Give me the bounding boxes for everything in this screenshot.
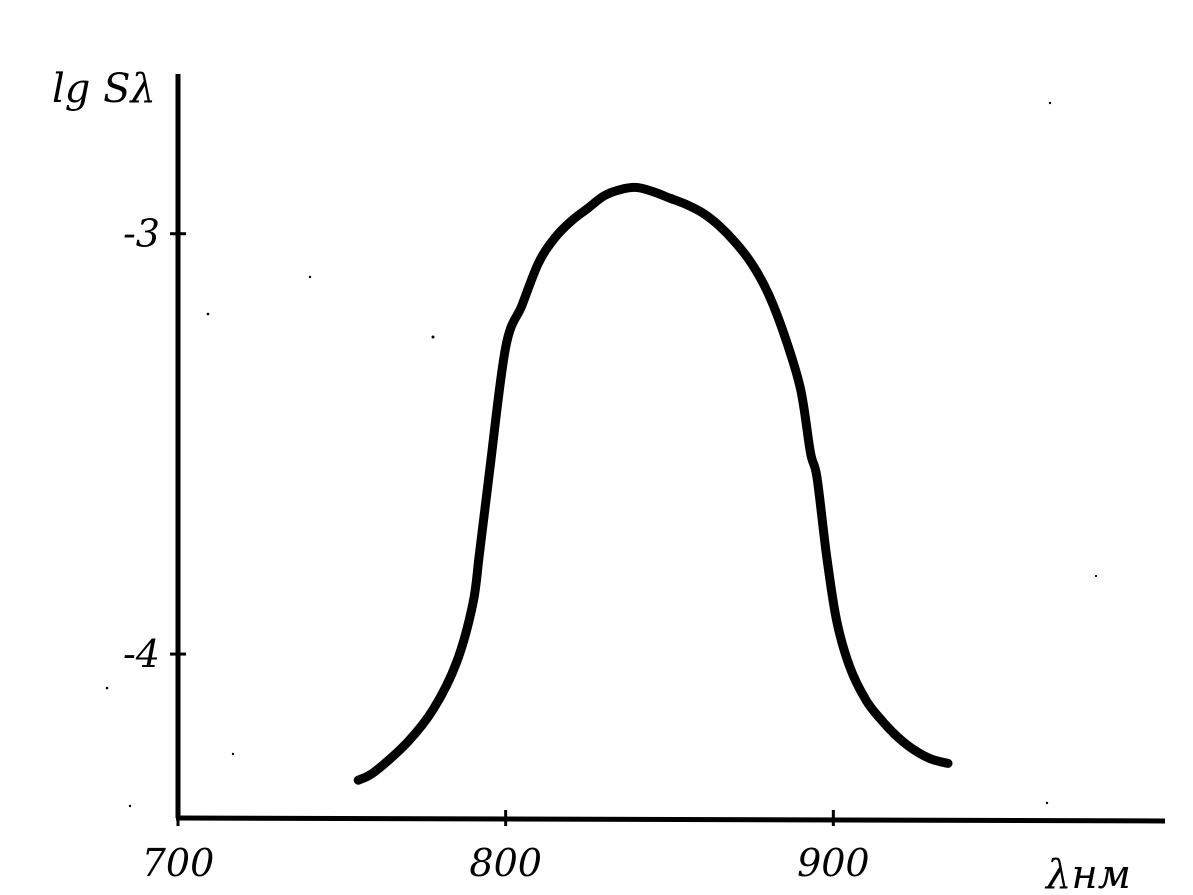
x-tick-label: 700 xyxy=(142,841,215,885)
x-tick-label: 900 xyxy=(797,841,870,885)
x-axis-line xyxy=(175,815,1166,824)
x-axis-ticks: 700 800 900 xyxy=(142,810,870,885)
y-tick-label: -3 xyxy=(123,212,160,256)
series-line xyxy=(353,182,953,785)
x-tick-label: 800 xyxy=(469,841,542,885)
scan-specks xyxy=(105,101,1098,808)
y-axis-ticks: -3 -4 xyxy=(123,212,186,676)
y-axis-label: lg Sλ xyxy=(52,66,156,112)
y-tick-label: -4 xyxy=(123,632,160,676)
x-axis-label: λнм xyxy=(1044,852,1131,895)
